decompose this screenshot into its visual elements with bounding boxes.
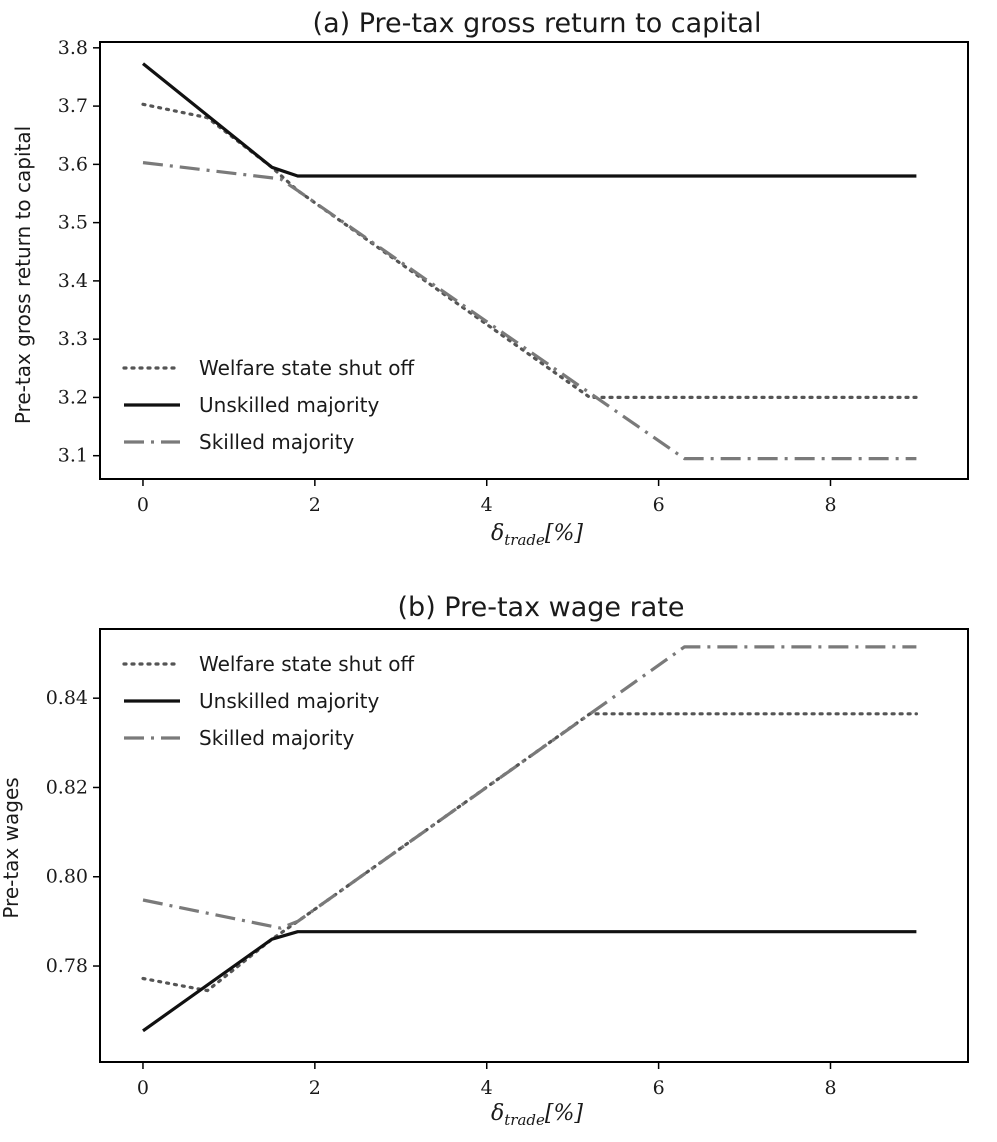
legend: Welfare state shut off Unskilled majority… [122, 356, 415, 454]
series-line-dashdot [142, 645, 917, 930]
y-tick-label: 3.8 [58, 37, 88, 59]
tick-group: 0 2 4 6 8 0.78 0.80 0.82 0.84 [46, 687, 837, 1099]
panel-b: (b) Pre-tax wage rate Pre-tax wages δtra… [0, 592, 969, 1129]
legend-label: Welfare state shut off [199, 652, 415, 676]
y-axis-label: Pre-tax wages [0, 777, 23, 918]
y-tick-label: 3.2 [58, 386, 88, 408]
y-tick-label: 0.78 [46, 955, 88, 977]
legend-label: Skilled majority [199, 430, 354, 454]
y-tick-label: 3.4 [58, 270, 88, 292]
x-axis-label-unit: [%] [545, 521, 583, 546]
y-axis-label: Pre-tax gross return to capital [11, 126, 35, 424]
legend-label: Welfare state shut off [199, 356, 415, 380]
y-tick-label: 3.1 [58, 445, 88, 467]
x-axis-label-subscript: trade [504, 1111, 545, 1129]
x-tick-label: 6 [653, 494, 665, 516]
x-tick-label: 0 [137, 1077, 149, 1099]
x-tick-label: 6 [653, 1077, 665, 1099]
x-tick-label: 4 [481, 494, 493, 516]
legend-label: Unskilled majority [199, 689, 379, 713]
plot-area-frame [99, 41, 969, 480]
y-tick-label: 3.6 [58, 153, 88, 175]
series-line-solid [142, 930, 917, 1033]
x-tick-label: 0 [137, 494, 149, 516]
plot-area-frame [99, 628, 969, 1063]
y-tick-label: 3.7 [58, 95, 88, 117]
tick-group: 0 2 4 6 8 3.1 3.2 3.3 3.4 3.5 3.6 3.7 3.8 [58, 37, 837, 516]
x-axis-label-unit: [%] [545, 1101, 583, 1126]
x-tick-label: 8 [824, 1077, 836, 1099]
chart-title: (a) Pre-tax gross return to capital [313, 8, 762, 39]
panel-a: (a) Pre-tax gross return to capital Pre-… [11, 8, 969, 549]
x-tick-label: 8 [824, 494, 836, 516]
y-tick-label: 0.84 [46, 687, 88, 709]
x-axis-label-symbol: δ [491, 1101, 504, 1126]
series-line-dotted [141, 712, 919, 993]
x-tick-label: 2 [309, 494, 321, 516]
y-tick-label: 3.3 [58, 328, 88, 350]
legend-label: Skilled majority [199, 726, 354, 750]
series-group [141, 62, 919, 461]
x-tick-label: 4 [481, 1077, 493, 1099]
x-axis-label-subscript: trade [504, 531, 545, 549]
series-line-dotted [141, 102, 919, 399]
legend-label: Unskilled majority [199, 393, 379, 417]
x-tick-label: 2 [309, 1077, 321, 1099]
x-axis-label-symbol: δ [491, 521, 504, 546]
series-group [141, 645, 919, 1033]
y-tick-label: 0.82 [46, 776, 88, 798]
legend: Welfare state shut off Unskilled majority… [122, 652, 415, 750]
chart-title: (b) Pre-tax wage rate [398, 592, 685, 623]
y-tick-label: 3.5 [58, 212, 88, 234]
series-line-solid [141, 62, 917, 178]
x-axis-label: δtrade[%] [491, 1101, 583, 1129]
y-tick-label: 0.80 [46, 866, 88, 888]
x-axis-label: δtrade[%] [491, 521, 583, 549]
series-line-dashdot [142, 161, 917, 461]
